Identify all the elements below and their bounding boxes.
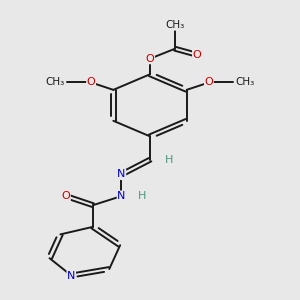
- Text: O: O: [193, 50, 201, 60]
- Text: N: N: [117, 191, 126, 201]
- Text: CH₃: CH₃: [236, 77, 255, 88]
- Text: CH₃: CH₃: [45, 77, 64, 88]
- Text: O: O: [146, 54, 154, 64]
- Text: CH₃: CH₃: [165, 20, 184, 30]
- Text: O: O: [87, 77, 95, 88]
- Text: N: N: [117, 169, 126, 179]
- Text: O: O: [61, 191, 70, 201]
- Text: O: O: [205, 77, 213, 88]
- Text: H: H: [165, 155, 174, 165]
- Text: N: N: [67, 271, 76, 281]
- Text: H: H: [138, 191, 146, 201]
